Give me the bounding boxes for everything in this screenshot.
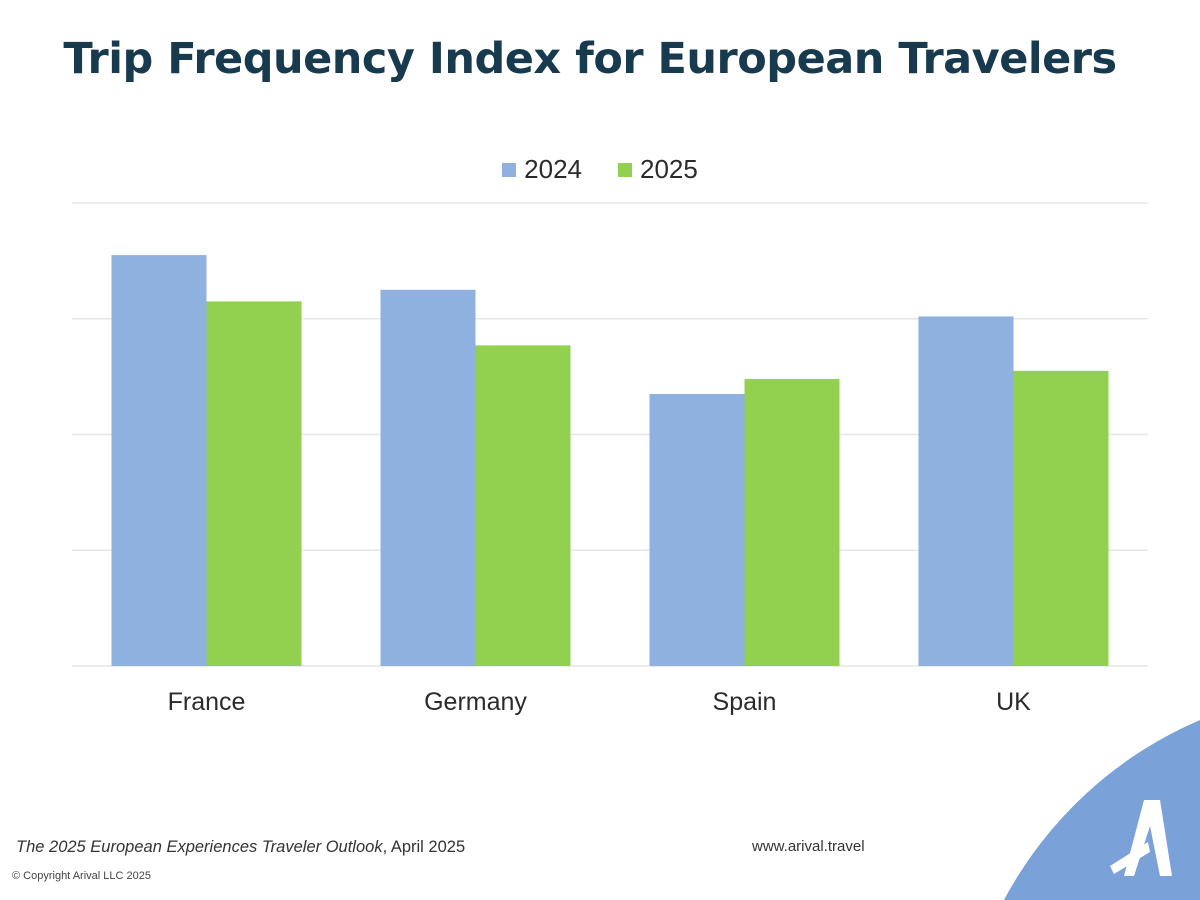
bar-chart: France Germany Spain UK — [72, 202, 1148, 716]
legend-label-2024: 2024 — [524, 154, 582, 184]
bar-uk-2025 — [1013, 370, 1109, 666]
bar-germany-2024 — [380, 289, 476, 666]
legend: 2024 2025 — [0, 154, 1200, 185]
x-tick-label: UK — [996, 688, 1031, 716]
bar-spain-2024 — [649, 393, 745, 666]
source-note: The 2025 European Experiences Traveler O… — [16, 838, 465, 857]
arival-logo-icon — [1110, 800, 1172, 876]
legend-swatch-2024 — [502, 162, 517, 177]
legend-label-2025: 2025 — [640, 154, 698, 184]
corner-circle — [1004, 720, 1200, 900]
bar-france-2024 — [111, 255, 207, 666]
legend-item-2024: 2024 — [502, 154, 582, 185]
x-tick-label: Germany — [424, 688, 527, 716]
legend-swatch-2025 — [618, 162, 632, 177]
bar-germany-2025 — [475, 345, 571, 666]
bar-uk-2024 — [918, 316, 1014, 666]
source-title: The 2025 European Experiences Traveler O… — [16, 838, 383, 856]
bar-spain-2025 — [744, 378, 840, 666]
website-link[interactable]: www.arival.travel — [752, 838, 865, 855]
legend-item-2025: 2025 — [618, 154, 698, 185]
chart-title: Trip Frequency Index for European Travel… — [63, 34, 1117, 84]
source-date: , April 2025 — [382, 838, 466, 856]
x-tick-label: France — [168, 688, 246, 716]
bar-france-2025 — [206, 301, 302, 666]
x-tick-label: Spain — [713, 688, 777, 716]
copyright-text: © Copyright Arival LLC 2025 — [12, 870, 151, 882]
